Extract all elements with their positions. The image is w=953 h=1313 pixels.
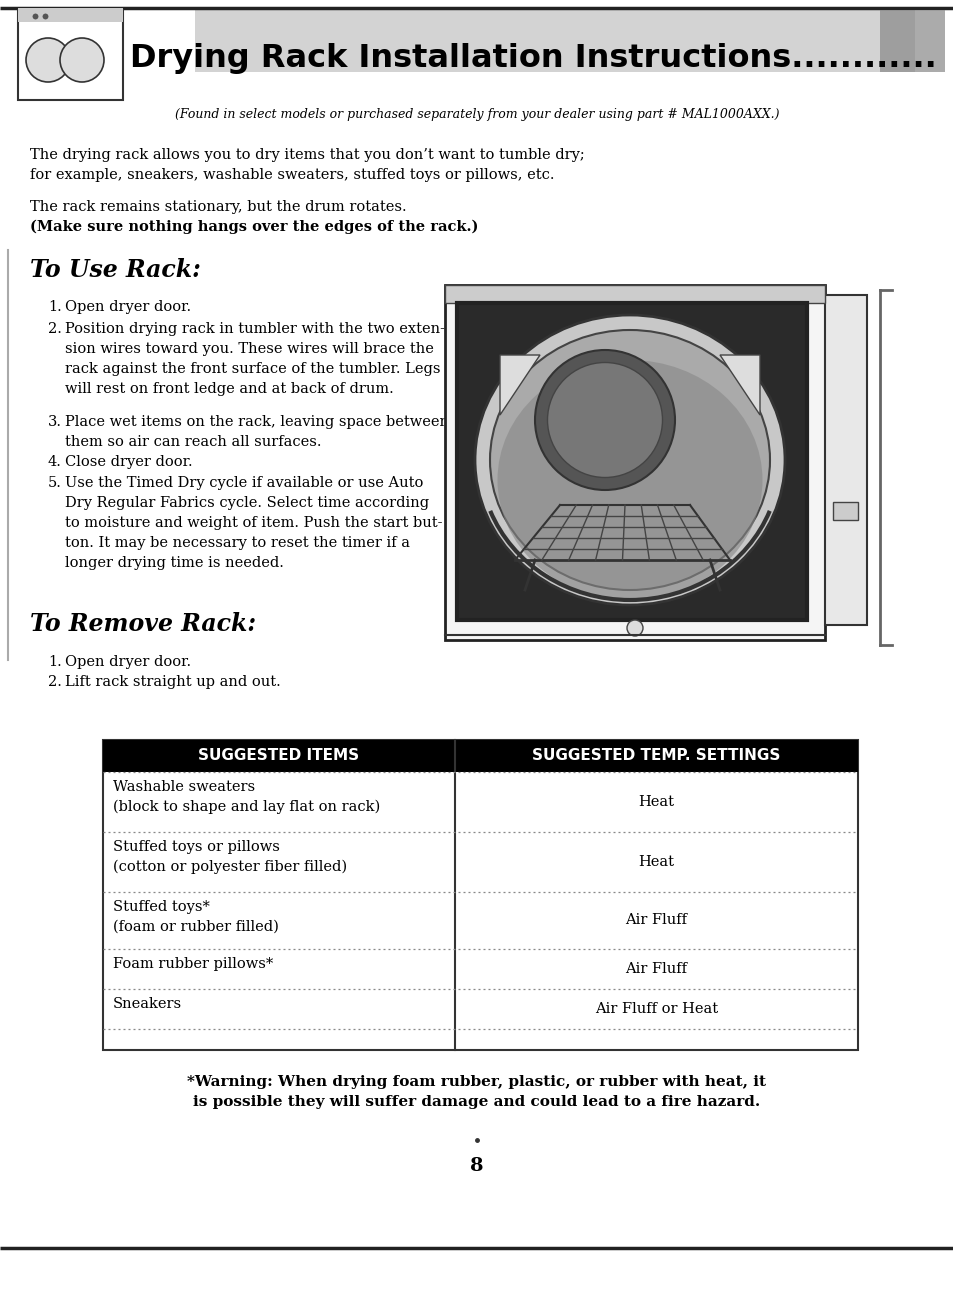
Text: Sneakers: Sneakers — [112, 997, 182, 1011]
Text: Position drying rack in tumbler with the two exten-
sion wires toward you. These: Position drying rack in tumbler with the… — [65, 322, 444, 397]
Ellipse shape — [497, 360, 761, 600]
Circle shape — [26, 38, 70, 81]
Text: (Make sure nothing hangs over the edges of the rack.): (Make sure nothing hangs over the edges … — [30, 221, 477, 235]
Text: Air Fluff: Air Fluff — [625, 914, 687, 927]
Text: Heat: Heat — [638, 794, 674, 809]
Ellipse shape — [535, 351, 675, 490]
Text: is possible they will suffer damage and could lead to a fire hazard.: is possible they will suffer damage and … — [193, 1095, 760, 1109]
Polygon shape — [720, 355, 760, 415]
Ellipse shape — [490, 330, 769, 590]
Text: Air Fluff: Air Fluff — [625, 962, 687, 976]
Text: 1.: 1. — [48, 655, 62, 670]
Text: Stuffed toys or pillows
(cotton or polyester fiber filled): Stuffed toys or pillows (cotton or polye… — [112, 840, 347, 874]
Bar — [18, 11, 123, 100]
Circle shape — [60, 38, 104, 81]
Text: Washable sweaters
(block to shape and lay flat on rack): Washable sweaters (block to shape and la… — [112, 780, 380, 814]
Text: Lift rack straight up and out.: Lift rack straight up and out. — [65, 675, 280, 689]
Bar — [18, 8, 123, 22]
Text: The drying rack allows you to dry items that you don’t want to tumble dry;: The drying rack allows you to dry items … — [30, 148, 584, 161]
Text: Heat: Heat — [638, 855, 674, 869]
Text: Drying Rack Installation Instructions............: Drying Rack Installation Instructions...… — [130, 42, 936, 74]
Text: 2.: 2. — [48, 322, 62, 336]
Bar — [456, 303, 806, 620]
Text: 1.: 1. — [48, 299, 62, 314]
Text: Air Fluff or Heat: Air Fluff or Heat — [595, 1002, 718, 1016]
Bar — [444, 285, 824, 303]
Text: 4.: 4. — [48, 456, 62, 469]
Text: (Found in select models or purchased separately from your dealer using part # MA: (Found in select models or purchased sep… — [174, 108, 779, 121]
Text: To Remove Rack:: To Remove Rack: — [30, 612, 255, 635]
Text: The rack remains stationary, but the drum rotates.: The rack remains stationary, but the dru… — [30, 200, 406, 214]
Text: 5.: 5. — [48, 477, 62, 490]
Text: Place wet items on the rack, leaving space between
them so air can reach all sur: Place wet items on the rack, leaving spa… — [65, 415, 449, 449]
Text: for example, sneakers, washable sweaters, stuffed toys or pillows, etc.: for example, sneakers, washable sweaters… — [30, 168, 554, 183]
Text: To Use Rack:: To Use Rack: — [30, 257, 201, 282]
Bar — [103, 741, 857, 1050]
Bar — [444, 285, 824, 639]
Text: Open dryer door.: Open dryer door. — [65, 655, 191, 670]
Text: *Warning: When drying foam rubber, plastic, or rubber with heat, it: *Warning: When drying foam rubber, plast… — [188, 1075, 765, 1088]
Text: SUGGESTED ITEMS: SUGGESTED ITEMS — [198, 748, 359, 763]
Text: SUGGESTED TEMP. SETTINGS: SUGGESTED TEMP. SETTINGS — [532, 748, 780, 763]
Text: Open dryer door.: Open dryer door. — [65, 299, 191, 314]
Bar — [824, 295, 866, 625]
Bar — [103, 741, 857, 772]
Text: 8: 8 — [470, 1157, 483, 1175]
Ellipse shape — [475, 315, 784, 605]
Text: Foam rubber pillows*: Foam rubber pillows* — [112, 957, 273, 972]
Bar — [832, 502, 857, 520]
Bar — [194, 11, 914, 72]
Text: Use the Timed Dry cycle if available or use Auto
Dry Regular Fabrics cycle. Sele: Use the Timed Dry cycle if available or … — [65, 477, 442, 570]
Text: 2.: 2. — [48, 675, 62, 689]
Bar — [879, 11, 944, 72]
Text: Stuffed toys*
(foam or rubber filled): Stuffed toys* (foam or rubber filled) — [112, 899, 278, 934]
Text: 3.: 3. — [48, 415, 62, 429]
Circle shape — [626, 620, 642, 635]
Polygon shape — [499, 355, 539, 415]
Ellipse shape — [547, 362, 661, 478]
Text: Close dryer door.: Close dryer door. — [65, 456, 193, 469]
